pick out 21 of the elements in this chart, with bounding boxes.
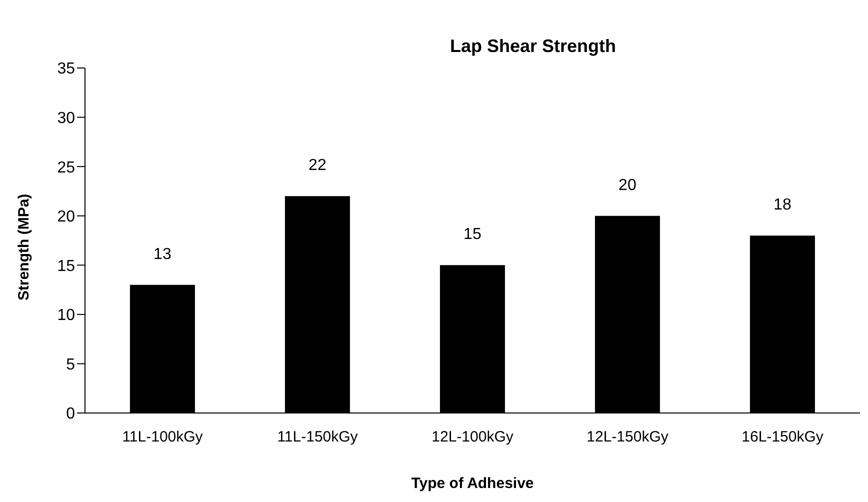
data-label: 20 bbox=[618, 176, 636, 194]
chart-title: Lap Shear Strength bbox=[448, 36, 618, 57]
y-axis-title: Strength (MPa) bbox=[15, 194, 32, 300]
x-tick-label: 11L-150kGy bbox=[277, 428, 358, 446]
y-tick-label: 5 bbox=[66, 356, 76, 374]
x-tick-label: 16L-150kGy bbox=[742, 428, 824, 446]
y-tick-label: 15 bbox=[57, 258, 76, 275]
x-tick-label: 12L-150kGy bbox=[586, 428, 669, 446]
x-axis-title: Type of Adhesive bbox=[411, 475, 534, 492]
y-tick-label: 10 bbox=[57, 307, 76, 324]
data-label: 13 bbox=[154, 246, 172, 263]
x-tick-label: 11L-100kGy bbox=[122, 428, 204, 446]
y-tick-label: 0 bbox=[66, 406, 76, 423]
data-label: 15 bbox=[464, 226, 482, 244]
y-tick-label: 20 bbox=[57, 208, 76, 226]
y-tick-label: 35 bbox=[57, 60, 76, 78]
data-label: 18 bbox=[774, 196, 792, 214]
x-tick-label: 12L-100kGy bbox=[432, 428, 514, 446]
y-tick-label: 25 bbox=[57, 159, 76, 176]
data-label: 22 bbox=[308, 157, 326, 174]
y-tick-label: 30 bbox=[57, 110, 76, 127]
